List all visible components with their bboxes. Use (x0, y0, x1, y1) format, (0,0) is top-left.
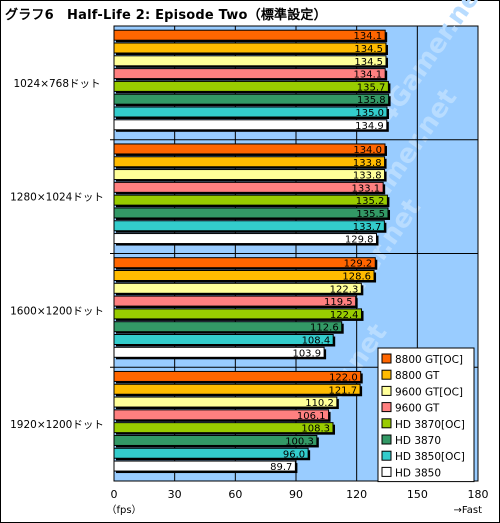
bar-value-label: 134.1 (354, 31, 383, 42)
category-label: 1280×1024ドット (10, 192, 104, 204)
bar-value-label: 135.0 (355, 108, 384, 119)
bar (113, 422, 334, 434)
bar (113, 80, 389, 92)
x-unit-label: （fps） (106, 504, 141, 516)
bar (113, 270, 375, 281)
legend-entry: HD 3870 (395, 435, 441, 447)
x-tick-label: 60 (228, 488, 242, 501)
bar-value-label: 108.4 (302, 336, 331, 347)
bar (113, 156, 386, 168)
legend-swatch (381, 418, 392, 429)
bar-value-label: 135.5 (356, 209, 385, 220)
bar-value-label: 134.5 (354, 57, 383, 68)
bar (113, 207, 389, 219)
bar (113, 106, 388, 118)
category-label: 1600×1200ドット (10, 305, 104, 317)
bar-value-label: 134.1 (354, 70, 383, 81)
bar-value-label: 135.8 (357, 95, 386, 106)
legend-entry: 9600 GT[OC] (395, 386, 463, 398)
bar-value-label: 121.7 (328, 385, 357, 396)
bar (113, 370, 362, 382)
bar-value-label: 106.1 (297, 411, 326, 422)
bar-value-label: 129.8 (345, 235, 374, 246)
bar (113, 282, 362, 294)
bar (113, 334, 334, 345)
bar-value-label: 129.2 (344, 259, 373, 270)
x-tick-label: 150 (407, 488, 428, 501)
bar (113, 447, 309, 459)
legend-entry: HD 3850[OC] (395, 451, 465, 463)
legend-swatch (381, 369, 392, 380)
category-label: 1024×768ドット (13, 78, 100, 90)
bar-value-label: 134.0 (353, 145, 382, 156)
x-tick-label: 120 (346, 488, 367, 501)
bar (113, 42, 387, 54)
x-tick-label: 30 (168, 488, 182, 501)
legend-swatch (381, 434, 392, 445)
bar-value-label: 100.3 (285, 436, 314, 447)
x-tick-label: 90 (289, 488, 303, 501)
legend-entry: HD 3850 (395, 467, 441, 479)
bar (113, 295, 357, 307)
chart-title: グラフ6 Half-Life 2: Episode Two（標準設定） (5, 8, 327, 23)
bar-value-label: 108.3 (301, 424, 330, 435)
bar (113, 143, 386, 155)
bar-value-label: 134.5 (354, 44, 383, 55)
bar (113, 93, 390, 105)
bar (113, 233, 377, 245)
bar (113, 169, 386, 181)
bar (113, 308, 363, 320)
legend-entry: 8800 GT (395, 370, 440, 382)
bar (113, 396, 338, 408)
direction-label: →Fast (454, 505, 483, 516)
bar (113, 460, 296, 472)
bar (113, 220, 385, 232)
bar-value-label: 135.2 (356, 196, 385, 207)
bar-value-label: 128.6 (342, 272, 371, 283)
bar-value-label: 122.4 (330, 310, 359, 321)
bar-value-label: 119.5 (324, 297, 353, 308)
bar-value-label: 89.7 (270, 462, 292, 473)
bar (113, 383, 361, 395)
bar (113, 29, 386, 41)
bar (113, 257, 376, 269)
legend-swatch (381, 466, 392, 477)
bar (113, 119, 388, 131)
bar-value-label: 133.1 (352, 183, 381, 194)
legend-entry: 9600 GT (395, 403, 440, 415)
bar-value-label: 96.0 (283, 449, 305, 460)
legend (377, 347, 475, 483)
category-label: 1920×1200ドット (10, 419, 104, 431)
bar (113, 194, 388, 206)
x-tick-label: 180 (468, 488, 489, 501)
legend-swatch (381, 353, 392, 364)
legend-entry: 8800 GT[OC] (395, 354, 463, 366)
legend-swatch (381, 402, 392, 413)
bar-value-label: 133.8 (353, 171, 382, 182)
bar-value-label: 103.9 (292, 348, 321, 359)
bar-value-label: 122.0 (329, 372, 358, 383)
bar-value-label: 135.7 (357, 82, 386, 93)
bar (113, 55, 387, 67)
bar (113, 409, 330, 421)
legend-swatch (381, 385, 392, 396)
bar (113, 181, 384, 193)
bar-value-label: 133.8 (353, 158, 382, 169)
bar (113, 68, 386, 80)
bar-value-label: 122.3 (330, 284, 359, 295)
bar (113, 321, 343, 333)
x-tick-label: 0 (111, 488, 118, 501)
bar-value-label: 110.2 (305, 398, 334, 409)
bar-value-label: 133.7 (353, 222, 382, 233)
bar (113, 346, 325, 358)
bar-value-label: 112.6 (310, 323, 339, 334)
bar-value-label: 134.9 (355, 121, 384, 132)
bar (113, 434, 318, 446)
legend-swatch (381, 450, 392, 461)
legend-entry: HD 3870[OC] (395, 419, 465, 431)
